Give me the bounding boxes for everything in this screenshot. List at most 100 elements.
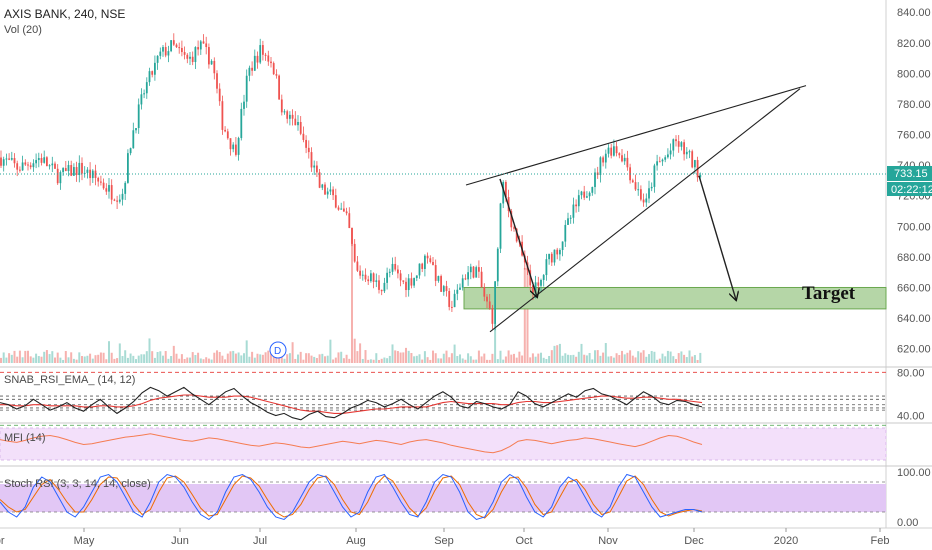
candle-body <box>642 199 645 203</box>
volume-bar <box>332 359 335 363</box>
candle-body <box>148 71 151 83</box>
volume-bar <box>569 355 572 363</box>
volume-bar <box>232 350 235 363</box>
volume-bar <box>140 354 143 363</box>
volume-bar <box>205 357 208 363</box>
candle-body <box>478 267 480 272</box>
candle-body <box>210 60 213 65</box>
ema-line <box>0 394 703 414</box>
volume-bar <box>480 356 483 363</box>
candle-body <box>496 248 499 282</box>
volume-bar <box>102 352 105 363</box>
candle-body <box>286 111 289 119</box>
candle-body <box>437 276 440 281</box>
candle-body <box>613 146 615 156</box>
candle-body <box>588 192 591 197</box>
volume-bar <box>251 351 254 363</box>
candle-body <box>680 142 683 147</box>
volume-bar <box>37 356 40 363</box>
candle-body <box>505 182 507 198</box>
volume-bar <box>456 355 459 363</box>
candle-body <box>607 147 610 154</box>
candle-body <box>486 296 488 302</box>
volume-bar <box>97 354 100 363</box>
volume-bar <box>558 343 561 363</box>
candle-body <box>340 208 343 210</box>
volume-bar <box>383 357 386 363</box>
candle-body <box>356 261 359 271</box>
candle-body <box>580 191 583 196</box>
candle-body <box>194 47 197 63</box>
volume-bar <box>375 353 378 363</box>
volume-bar <box>631 355 634 363</box>
candle-body <box>205 43 208 48</box>
candle-body <box>426 255 429 259</box>
volume-bar <box>550 350 553 363</box>
volume-bar <box>440 358 443 363</box>
candle-body <box>156 55 159 63</box>
candle-body <box>658 161 661 163</box>
volume-bar <box>253 357 256 363</box>
volume-bar <box>629 350 632 363</box>
candle-body <box>610 147 613 156</box>
candle-body <box>540 279 542 286</box>
volume-bar <box>693 355 696 363</box>
candle-body <box>267 55 270 62</box>
volume-bar <box>18 350 21 363</box>
volume-bar <box>351 228 353 363</box>
candle-body <box>43 157 46 163</box>
candle-body <box>583 191 586 198</box>
target-zone <box>463 286 887 310</box>
candle-body <box>375 280 378 282</box>
candle-body <box>634 182 637 190</box>
volume-bar <box>594 350 596 363</box>
volume-bar <box>218 351 221 363</box>
volume-bar <box>10 354 13 363</box>
candle-body <box>218 88 221 102</box>
candle-body <box>48 165 51 167</box>
volume-bar <box>54 357 56 363</box>
candle-body <box>515 228 518 242</box>
candle-body <box>213 60 216 74</box>
volume-bar <box>483 353 486 363</box>
candle-body <box>402 280 405 282</box>
candle-body <box>140 94 143 105</box>
volume-bar <box>302 359 305 363</box>
volume-bar <box>610 356 613 363</box>
time-axis: Apr May Jun Jul Aug Sep Oct Nov Dec 2020 Feb <box>0 528 889 547</box>
volume-bar <box>29 356 32 363</box>
candle-body <box>626 157 629 168</box>
volume-legend: Vol (20) <box>4 24 42 36</box>
candle-body <box>451 306 453 308</box>
volume-bar <box>445 350 448 363</box>
volume-bar <box>275 356 278 363</box>
rsi-tick-label: 40.00 <box>897 411 925 423</box>
volume-bar <box>672 356 675 363</box>
candle-body <box>667 154 669 158</box>
candle-body <box>383 282 386 292</box>
candle-body <box>108 185 110 192</box>
volume-bar <box>245 340 248 363</box>
candle-body <box>559 250 561 255</box>
dividend-marker[interactable] <box>269 341 287 359</box>
volume-bar <box>70 352 73 363</box>
volume-bar <box>461 358 464 363</box>
volume-bar <box>13 350 16 363</box>
volume-bar <box>359 343 362 363</box>
volume-bar <box>91 358 94 363</box>
candle-body <box>550 253 553 263</box>
candle-body <box>159 51 162 56</box>
candle-body <box>364 274 367 280</box>
volume-bar <box>499 350 502 363</box>
volume-bar <box>334 357 337 363</box>
candle-body <box>191 56 194 63</box>
candle-body <box>326 191 329 195</box>
volume-bar <box>513 353 515 363</box>
volume-bar <box>402 352 405 363</box>
candle-body <box>78 162 81 176</box>
volume-bar <box>62 359 65 363</box>
candle-body <box>124 182 127 194</box>
candle-body <box>653 165 656 187</box>
volume-bar <box>423 351 426 363</box>
